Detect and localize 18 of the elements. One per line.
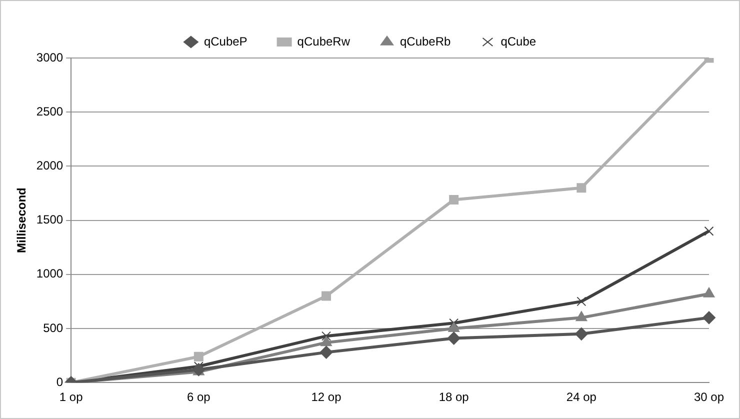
legend-label: qCubeRb bbox=[400, 34, 452, 48]
x-tick-label: 30 op bbox=[694, 390, 724, 404]
y-axis-title: Millisecond bbox=[14, 188, 29, 253]
legend-label: qCubeRw bbox=[297, 34, 350, 48]
x-tick-label: 18 op bbox=[438, 390, 470, 404]
x-tick-label: 1 op bbox=[59, 390, 84, 404]
legend-label: qCube bbox=[500, 34, 536, 48]
y-tick-label: 3000 bbox=[36, 50, 64, 64]
x-tick-label: 12 op bbox=[311, 390, 342, 404]
x-tick-label: 6 op bbox=[186, 390, 211, 404]
y-tick-label: 1000 bbox=[36, 266, 64, 281]
y-tick-label: 0 bbox=[56, 374, 64, 389]
y-tick-label: 2500 bbox=[36, 104, 64, 118]
legend-label: qCubeP bbox=[204, 34, 248, 48]
y-tick-label: 2000 bbox=[36, 158, 64, 173]
y-tick-label: 500 bbox=[43, 320, 64, 335]
x-tick-label: 24 op bbox=[566, 390, 597, 404]
y-tick-label: 1500 bbox=[36, 212, 64, 227]
